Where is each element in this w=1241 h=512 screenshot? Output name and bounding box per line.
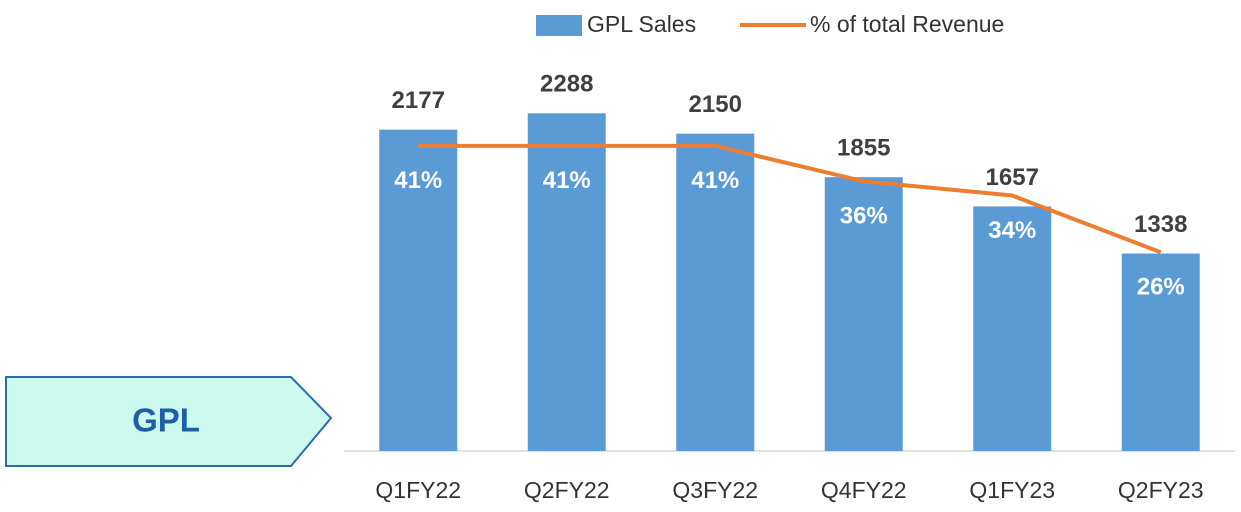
tag-label: GPL bbox=[132, 402, 200, 439]
x-tick-label: Q2FY23 bbox=[1118, 477, 1204, 503]
x-tick-label: Q1FY23 bbox=[969, 477, 1055, 503]
bar-value-label: 1338 bbox=[1134, 211, 1187, 238]
x-tick-label: Q4FY22 bbox=[821, 477, 907, 503]
bar-value-label: 1855 bbox=[837, 135, 890, 162]
bar bbox=[676, 133, 755, 451]
line-value-label: 34% bbox=[988, 217, 1036, 244]
bar-value-label: 2177 bbox=[392, 87, 445, 114]
legend-label: % of total Revenue bbox=[810, 11, 1004, 37]
bar bbox=[973, 206, 1052, 451]
bar bbox=[1121, 253, 1200, 451]
line bbox=[418, 143, 1162, 255]
line-value-label: 36% bbox=[840, 203, 888, 230]
bar-value-label: 2150 bbox=[689, 91, 742, 118]
bar bbox=[527, 113, 606, 451]
line-value-label: 41% bbox=[543, 167, 591, 194]
bar-value-label: 2288 bbox=[540, 71, 593, 98]
x-tick-label: Q2FY22 bbox=[524, 477, 610, 503]
legend-swatch bbox=[536, 15, 582, 36]
x-tick-label: Q3FY22 bbox=[672, 477, 758, 503]
bar-value-label: 1657 bbox=[986, 164, 1039, 191]
x-tick-label: Q1FY22 bbox=[375, 477, 461, 503]
line-value-label: 26% bbox=[1137, 274, 1185, 301]
line-value-label: 41% bbox=[394, 167, 442, 194]
line-value-label: 41% bbox=[691, 167, 739, 194]
tag-shape bbox=[5, 376, 333, 467]
bar bbox=[379, 129, 458, 451]
bar bbox=[824, 177, 903, 451]
legend-label: GPL Sales bbox=[587, 11, 696, 37]
